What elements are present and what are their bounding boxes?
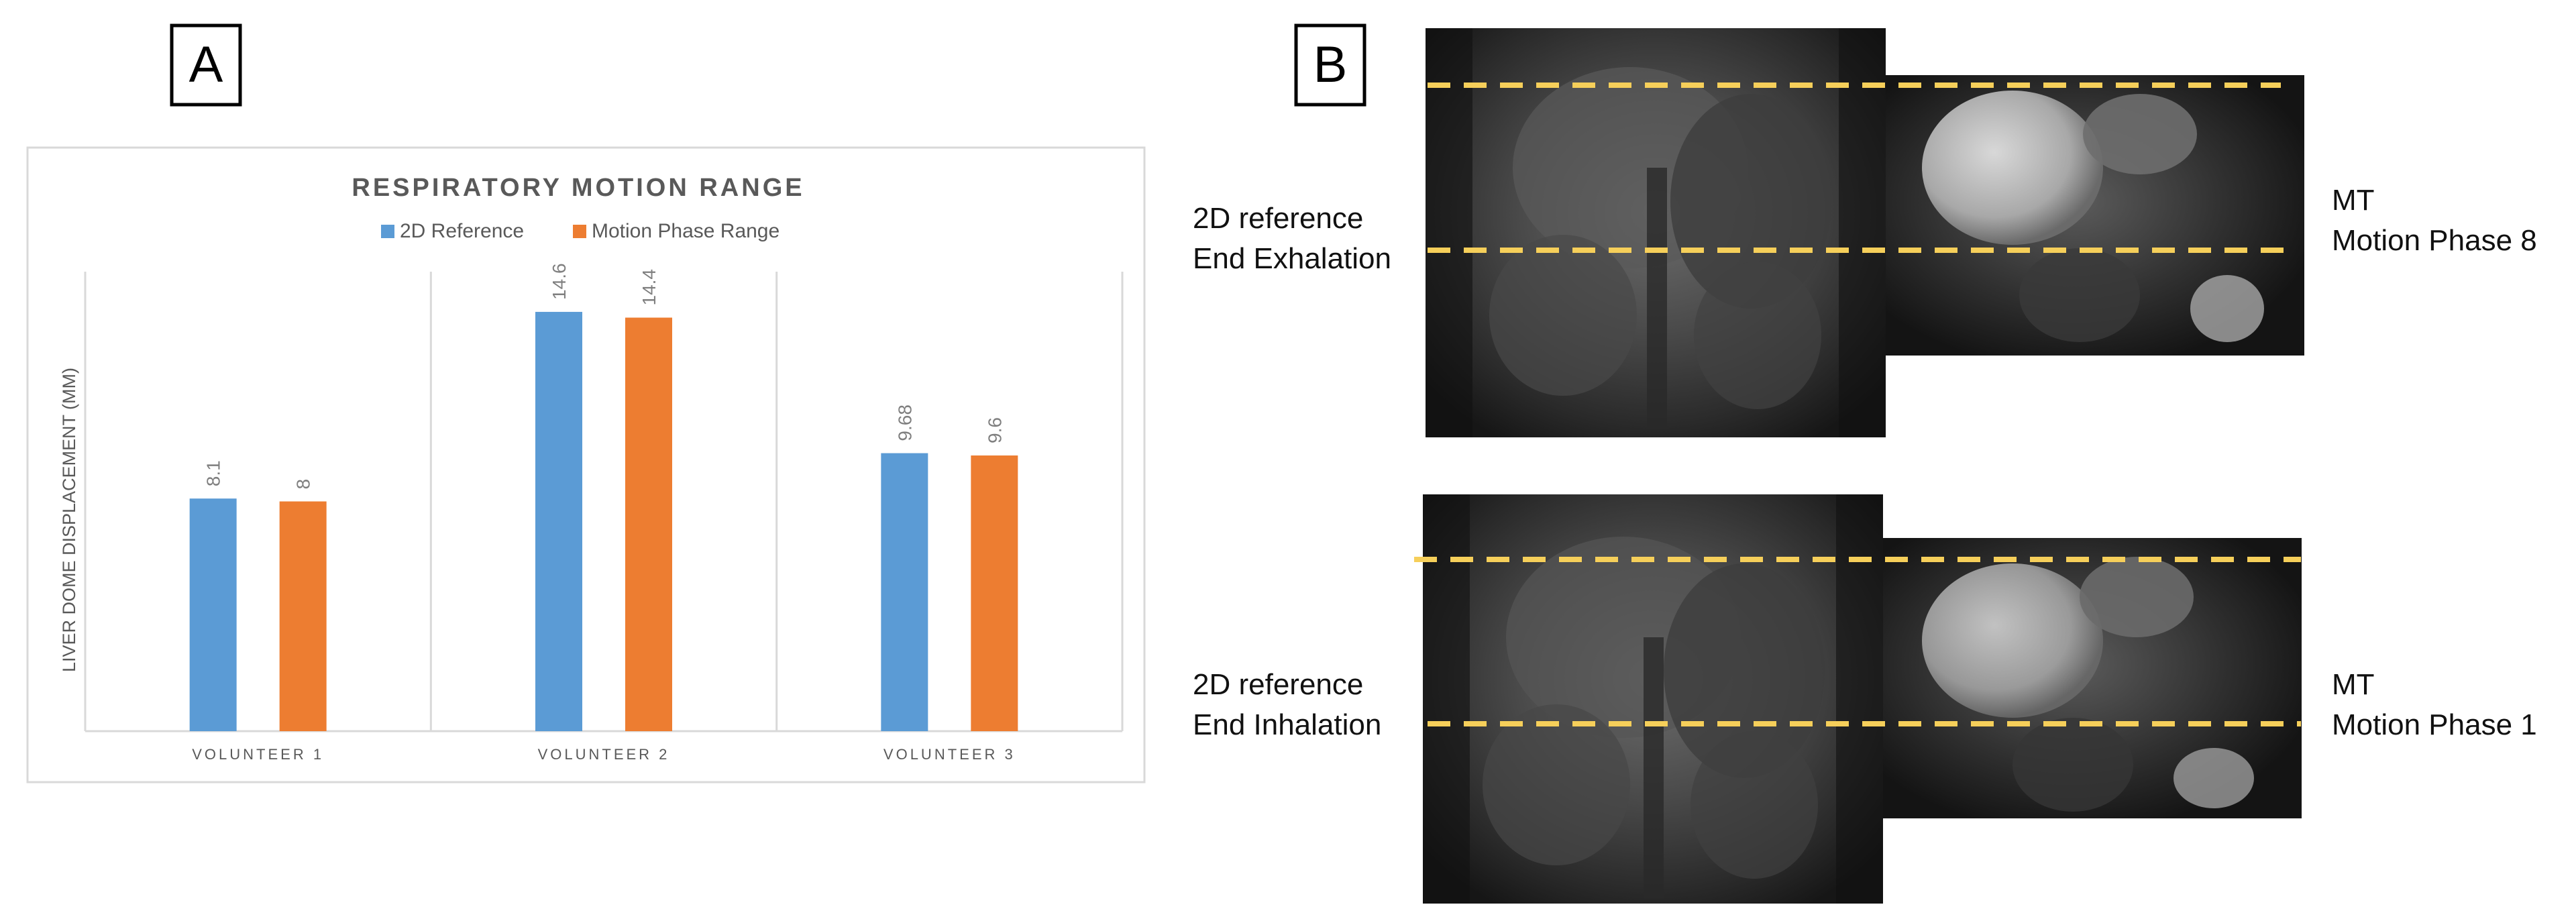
data-label: 9.68: [894, 404, 915, 441]
bar: [881, 453, 928, 731]
bar: [971, 455, 1018, 731]
bar: [279, 501, 327, 731]
legend-swatch: [573, 225, 586, 238]
panel-b-label: B: [1313, 36, 1348, 93]
mri-2d-reference-exhalation: [1426, 28, 1886, 437]
data-labels: 8.1 14.6 9.68 8 14.4 9.6: [203, 263, 1006, 489]
row2-left-label-line2: End Inhalation: [1193, 708, 1381, 741]
panel-b-label-box: [1294, 23, 1366, 107]
x-tick-label: VOLUNTEER 2: [538, 746, 670, 763]
bars: [189, 311, 1018, 731]
row1-right-label-line2: Motion Phase 8: [2332, 224, 2537, 257]
x-tick-labels: VOLUNTEER 1 VOLUNTEER 2 VOLUNTEER 3: [192, 746, 1016, 763]
y-axis-label: LIVER DOME DISPLACEMENT (MM): [59, 368, 79, 672]
panel-a-label-box: [170, 23, 242, 107]
chart-title: RESPIRATORY MOTION RANGE: [352, 174, 804, 202]
row2-left-label-line1: 2D reference: [1193, 668, 1363, 701]
row1-left-label-line1: 2D reference: [1193, 202, 1363, 235]
mri-2d-reference-inhalation: [1423, 494, 1883, 904]
data-label: 9.6: [984, 417, 1005, 443]
mri-mt-motion-phase-8: [1886, 75, 2304, 356]
legend-swatch: [381, 225, 394, 238]
chart-legend: 2D Reference Motion Phase Range: [381, 220, 780, 242]
row1-left-label-line2: End Exhalation: [1193, 242, 1391, 275]
row2-right-label-line2: Motion Phase 1: [2332, 708, 2537, 741]
data-label: 8: [293, 479, 314, 490]
data-label: 14.6: [549, 263, 570, 300]
legend-label: Motion Phase Range: [592, 220, 780, 242]
bar: [189, 498, 237, 731]
legend-label: 2D Reference: [400, 220, 524, 242]
x-tick-label: VOLUNTEER 1: [192, 746, 324, 763]
bar: [625, 317, 672, 731]
category-gridlines: [84, 272, 1124, 733]
reference-lines: [1414, 83, 2301, 726]
panel-a-label: A: [189, 36, 223, 93]
row2-right-label-line1: MT: [2332, 668, 2375, 701]
data-label: 8.1: [203, 460, 224, 486]
bar-chart: RESPIRATORY MOTION RANGE 2D Reference Mot…: [26, 146, 1146, 783]
bar: [535, 311, 582, 731]
row1-right-label-line1: MT: [2332, 184, 2375, 217]
data-label: 14.4: [639, 269, 659, 306]
x-tick-label: VOLUNTEER 3: [883, 746, 1016, 763]
mri-mt-motion-phase-1: [1883, 538, 2302, 818]
